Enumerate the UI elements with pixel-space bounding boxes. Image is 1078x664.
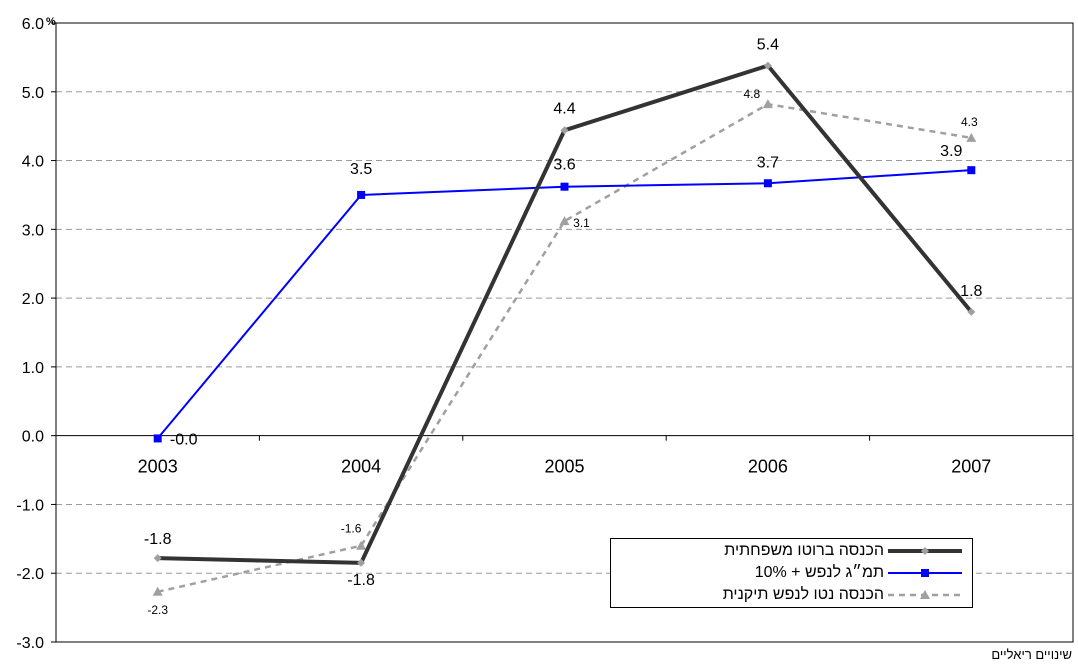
data-label: 1.8 (960, 283, 982, 300)
data-point (152, 586, 163, 596)
x-tick-label: 2003 (138, 457, 178, 477)
data-point (763, 179, 772, 188)
y-tick-label: 2.0 (22, 291, 44, 308)
data-point (560, 126, 569, 135)
legend-item-gross-income: הכנסה ברוטו משפחתית (724, 541, 964, 561)
data-point (357, 558, 366, 567)
legend-swatch-gross-income (888, 547, 962, 555)
y-axis-unit: % (46, 16, 56, 28)
y-tick-label: 0.0 (22, 429, 44, 446)
footer-note: שינויים ריאליים (991, 647, 1072, 662)
legend-swatch-net-income (888, 590, 962, 599)
legend-label: הכנסה נטו לנפש תיקנית (722, 586, 884, 603)
data-point (967, 307, 976, 316)
data-labels: -1.8 -1.8 4.4 5.4 1.8 -0.0 3.5 3.6 3.7 3.9 -2.3 -1.… (144, 37, 983, 617)
x-tick-label: 2006 (748, 457, 788, 477)
x-tick-label: 2007 (951, 457, 991, 477)
x-tick-label: 2004 (341, 457, 381, 477)
data-point (762, 99, 773, 109)
legend-swatch-gdp (888, 569, 962, 577)
data-label: 5.4 (757, 37, 779, 54)
legend-label: הכנסה ברוטו משפחתית (724, 542, 884, 559)
data-point (559, 216, 570, 226)
data-label: 4.4 (553, 100, 575, 117)
legend-label: תמ״ג לנפש + 10% (754, 564, 884, 581)
data-point (763, 61, 772, 70)
data-label: 3.6 (553, 157, 575, 174)
data-label: 3.1 (573, 216, 590, 230)
data-point (153, 434, 162, 443)
y-tick-label: 4.0 (22, 154, 44, 171)
data-label: -2.3 (147, 603, 168, 617)
y-tick-label: -3.0 (16, 635, 44, 652)
axes: 6.0 5.0 4.0 3.0 2.0 1.0 0.0 -1.0 -2.0 -3.0 2003 200… (16, 16, 1074, 652)
data-point (966, 132, 977, 142)
data-point (357, 190, 366, 199)
data-label: 3.7 (757, 154, 779, 171)
x-tick-label: 2005 (544, 457, 584, 477)
data-label: 4.8 (744, 87, 761, 101)
series-line (156, 169, 972, 440)
y-tick-label: 1.0 (22, 360, 44, 377)
legend-item-net-income: הכנסה נטו לנפש תיקנית (723, 585, 964, 605)
data-label: -1.6 (341, 522, 362, 536)
data-label: 4.3 (961, 115, 978, 129)
data-label: -1.8 (144, 531, 172, 548)
series-line (157, 102, 972, 594)
series-line (157, 63, 973, 565)
legend: הכנסה ברוטו משפחתית תמ״ג לנפש + 10% הכנס… (610, 538, 973, 608)
plot-area-border (55, 22, 1074, 643)
data-point (153, 554, 162, 563)
y-tick-label: -1.0 (16, 497, 44, 514)
data-point (560, 182, 569, 191)
data-label: 3.5 (350, 161, 372, 178)
data-point (967, 166, 976, 175)
data-label: 3.9 (940, 143, 962, 160)
y-tick-label: 5.0 (22, 85, 44, 102)
y-tick-label: 6.0 (22, 16, 44, 33)
data-label: -1.8 (347, 572, 375, 589)
legend-item-gdp: תמ״ג לנפש + 10% (755, 563, 964, 583)
y-tick-label: -2.0 (16, 566, 44, 583)
data-label: -0.0 (170, 431, 198, 448)
data-point (356, 540, 367, 550)
series-lines (152, 61, 977, 596)
y-tick-label: 3.0 (22, 222, 44, 239)
